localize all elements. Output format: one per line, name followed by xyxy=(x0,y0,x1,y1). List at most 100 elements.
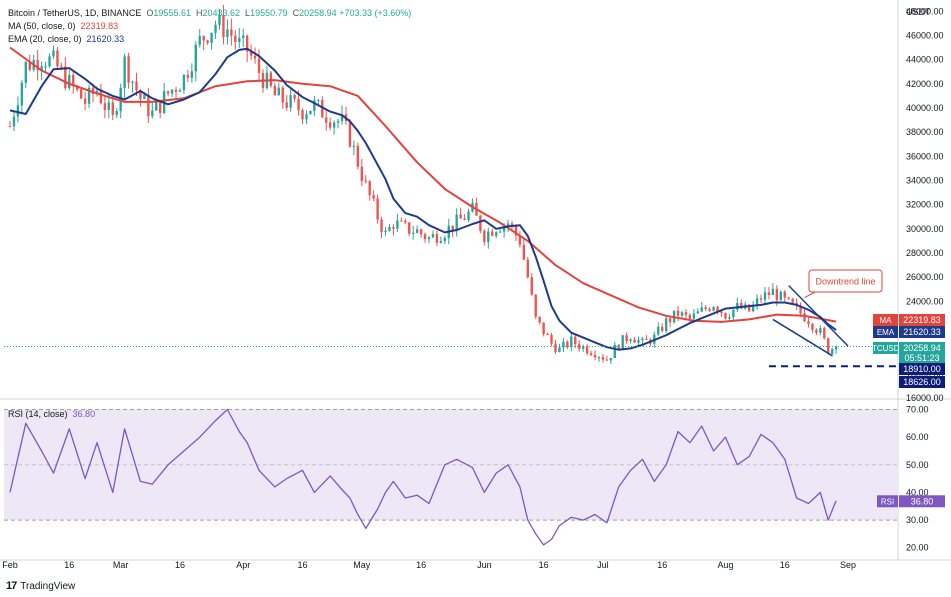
candle-body xyxy=(736,303,739,310)
price-tag-name: MA xyxy=(880,316,893,325)
open-label: O xyxy=(146,8,154,18)
candle-body xyxy=(566,341,569,348)
price-tick-label: 24000.00 xyxy=(906,296,944,306)
candle-body xyxy=(716,307,719,312)
candle-body xyxy=(68,74,71,89)
close-label: C xyxy=(292,8,300,18)
rsi-legend: RSI (14, close) 36.80 xyxy=(8,409,95,419)
candle-body xyxy=(36,59,39,71)
candle-body xyxy=(546,334,549,336)
candle-body xyxy=(48,56,51,67)
candle-body xyxy=(328,122,332,128)
candle-body xyxy=(483,230,486,242)
candle-body xyxy=(621,335,624,349)
rsi-tick-label: 60.00 xyxy=(906,432,929,442)
candle-body xyxy=(807,321,810,324)
rsi-tick-label: 40.00 xyxy=(906,487,929,497)
candle-body xyxy=(332,122,336,128)
candle-body xyxy=(522,244,526,260)
candle-body xyxy=(76,85,79,90)
candle-body xyxy=(550,335,553,344)
candle-body xyxy=(222,15,225,38)
tradingview-logo[interactable]: 17 TradingView xyxy=(6,580,75,592)
candle-body xyxy=(360,166,363,181)
tradingview-brand: TradingView xyxy=(20,580,76,592)
candle-body xyxy=(463,218,466,220)
candle-body xyxy=(352,145,356,147)
candle-body xyxy=(506,223,510,226)
candle-body xyxy=(178,89,182,92)
annotation-text: Downtrend line xyxy=(815,277,875,287)
candle-body xyxy=(182,74,186,90)
candle-body xyxy=(510,223,514,226)
candle-body xyxy=(589,353,593,355)
candle-body xyxy=(554,343,557,352)
candle-body xyxy=(574,336,577,345)
candle-body xyxy=(831,349,834,354)
price-tick-label: 48000.00 xyxy=(906,6,944,16)
price-tag-name: EMA xyxy=(877,328,895,337)
candle-body xyxy=(408,222,411,234)
ema-legend-label: EMA (20, close, 0) xyxy=(8,34,82,44)
candle-body xyxy=(562,341,565,348)
candle-body xyxy=(787,297,790,299)
candle-body xyxy=(147,94,150,117)
ma-legend-label: MA (50, close, 0) xyxy=(8,21,76,31)
candle-body xyxy=(321,99,324,118)
candle-body xyxy=(712,307,715,311)
candle-body xyxy=(451,225,454,232)
candle-body xyxy=(692,313,696,319)
time-tick-label: Feb xyxy=(2,560,18,570)
candle-body xyxy=(234,35,237,42)
candle-body xyxy=(755,298,759,305)
candle-body xyxy=(645,338,648,340)
rsi-tag-name-box xyxy=(877,495,898,508)
price-tick-label: 38000.00 xyxy=(906,127,944,137)
price-tag-box xyxy=(899,376,945,388)
candle-body xyxy=(289,95,292,108)
price-tag-value: 20258.94 xyxy=(903,343,941,353)
candle-body xyxy=(783,291,786,298)
currency-label: USDT xyxy=(906,7,931,17)
candle-body xyxy=(815,329,818,333)
candle-body xyxy=(87,87,91,104)
candle-body xyxy=(79,89,83,99)
candle-body xyxy=(412,232,415,234)
price-tick-label: 26000.00 xyxy=(906,272,944,282)
candle-body xyxy=(455,214,458,232)
price-tick-label: 40000.00 xyxy=(906,103,944,113)
rsi-tag-box xyxy=(899,495,945,508)
candle-body xyxy=(740,303,743,309)
candle-body xyxy=(301,110,304,120)
candle-body xyxy=(40,66,43,71)
candle-body xyxy=(518,235,522,245)
candle-body xyxy=(763,292,767,300)
candle-body xyxy=(720,311,723,314)
candle-body xyxy=(127,56,130,83)
price-tag-name-box xyxy=(873,342,898,354)
time-tick-label: May xyxy=(353,560,371,570)
ma-line xyxy=(9,46,837,323)
candle-body xyxy=(526,259,530,278)
candle-body xyxy=(131,81,134,83)
candle-body xyxy=(281,87,284,103)
rsi-tick-label: 30.00 xyxy=(906,515,929,525)
candle-body xyxy=(498,231,502,233)
price-tag-box xyxy=(899,326,945,338)
candle-body xyxy=(751,304,755,312)
candle-body xyxy=(759,298,763,300)
time-tick-label: 16 xyxy=(657,560,667,570)
candle-body xyxy=(12,116,16,127)
rsi-legend-value: 36.80 xyxy=(72,409,96,419)
candle-body xyxy=(269,72,273,86)
candle-body xyxy=(530,277,533,295)
time-tick-label: Aug xyxy=(717,560,733,570)
candle-body xyxy=(684,312,688,315)
candle-body xyxy=(696,311,699,314)
candle-body xyxy=(479,215,482,231)
candle-body xyxy=(336,120,340,123)
price-tick-label: 34000.00 xyxy=(906,175,944,185)
candle-body xyxy=(309,110,312,115)
candle-body xyxy=(384,230,387,232)
